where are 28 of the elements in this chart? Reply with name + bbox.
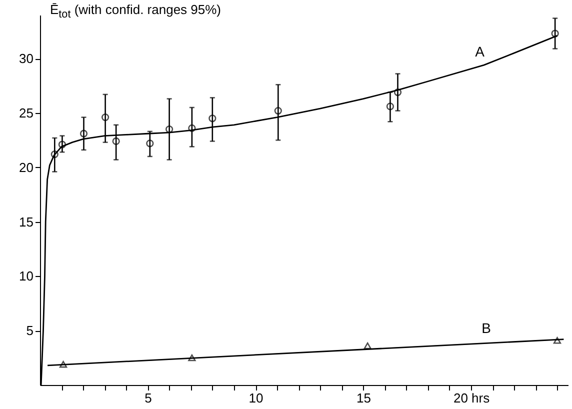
point [394,88,402,96]
x-tick-label: 15 [356,390,371,406]
x-tick-label: 10 [248,390,264,406]
point [553,336,562,344]
point [386,102,394,110]
series-label: A [475,43,486,60]
x-tick-label: 5 [144,390,152,406]
y-axis-title: Ē$_{tot}$ (with confid. ranges 95%) [50,2,222,21]
point [50,150,58,158]
series-label: B [482,320,491,336]
point [188,124,196,132]
point [101,113,110,122]
point [80,130,88,138]
y-tick-label: 5 [26,323,34,338]
point [188,354,196,362]
point [364,342,372,350]
y-tick-label: 15 [19,214,34,230]
point [274,106,282,115]
point [208,114,216,122]
point [59,360,68,368]
y-tick-label: 25 [19,105,34,120]
point [58,140,66,148]
y-tick-label: 20 [19,160,34,175]
point [146,140,154,148]
x-tick-label: 20 hrs [453,390,490,406]
y-tick-label: 10 [19,268,34,284]
y-tick-label: 30 [19,51,34,66]
point [112,137,120,146]
